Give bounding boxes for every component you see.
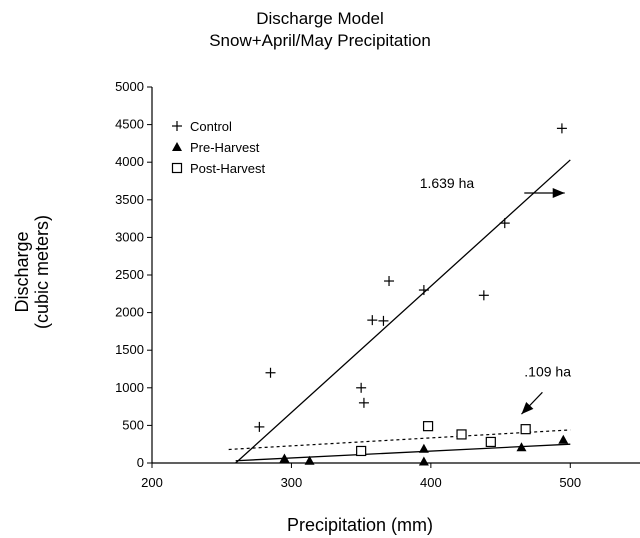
y-tick-label: 500 [122,417,144,432]
y-axis-label-line1: Discharge [12,231,32,312]
point-pre-harvest [558,434,569,444]
point-control [478,290,489,301]
point-control [499,218,510,229]
legend-marker-control [172,121,182,131]
data-points [254,123,569,466]
point-control [367,315,378,326]
annotation-label: 1.639 ha [420,175,475,191]
y-tick-label: 2000 [115,305,144,320]
point-control [254,421,265,432]
chart-subtitle: Snow+April/May Precipitation [209,31,431,50]
point-post-harvest [422,421,434,432]
point-pre-harvest [418,443,429,453]
trend-line-pre-harvest [235,443,571,462]
point-control [356,382,367,393]
x-tick-label: 400 [420,475,442,490]
point-control [378,315,389,326]
point-post-harvest [356,445,367,457]
legend: Control Pre-Harvest Post-Harvest [171,119,266,176]
annotations: 1.639 ha .109 ha [420,175,571,415]
y-tick-label: 4000 [115,154,144,169]
point-control [384,276,395,287]
y-tick-label: 3000 [115,229,144,244]
y-tick-label: 3500 [115,192,144,207]
point-pre-harvest [304,455,315,465]
x-tick-label: 200 [141,475,163,490]
legend-label: Pre-Harvest [190,140,260,155]
point-pre-harvest [516,442,527,452]
trend-lines [228,159,571,464]
y-tick-label: 1000 [115,380,144,395]
point-post-harvest [485,436,496,448]
annotation-arrow-head [552,188,565,199]
y-axis-label-line2: (cubic meters) [32,215,52,329]
x-axis-label: Precipitation (mm) [287,515,433,535]
point-control [556,123,567,134]
chart-title: Discharge Model [256,9,384,28]
annotation-label: .109 ha [524,364,571,380]
point-post-harvest [520,424,531,435]
point-control [418,285,429,296]
x-tick-label: 500 [559,475,581,490]
y-tick-label: 2500 [115,267,144,282]
legend-marker-post-harvest [171,162,183,174]
y-tick-label: 1500 [115,342,144,357]
legend-marker-pre-harvest [172,142,182,151]
axes: 0 500 1000 1500 2000 2500 3000 3500 4000 4500 5000… [115,79,640,490]
trend-line-control [235,159,571,464]
x-tick-label: 300 [281,475,303,490]
legend-label: Control [190,119,232,134]
y-tick-label: 5000 [115,79,144,94]
point-pre-harvest [418,456,429,466]
point-post-harvest [456,429,467,440]
point-pre-harvest [279,453,290,463]
annotation-arrow-head [521,401,534,415]
legend-label: Post-Harvest [190,161,266,176]
point-control [265,367,276,378]
y-tick-label: 0 [137,455,144,470]
point-control [358,397,369,408]
y-tick-label: 4500 [115,117,144,132]
